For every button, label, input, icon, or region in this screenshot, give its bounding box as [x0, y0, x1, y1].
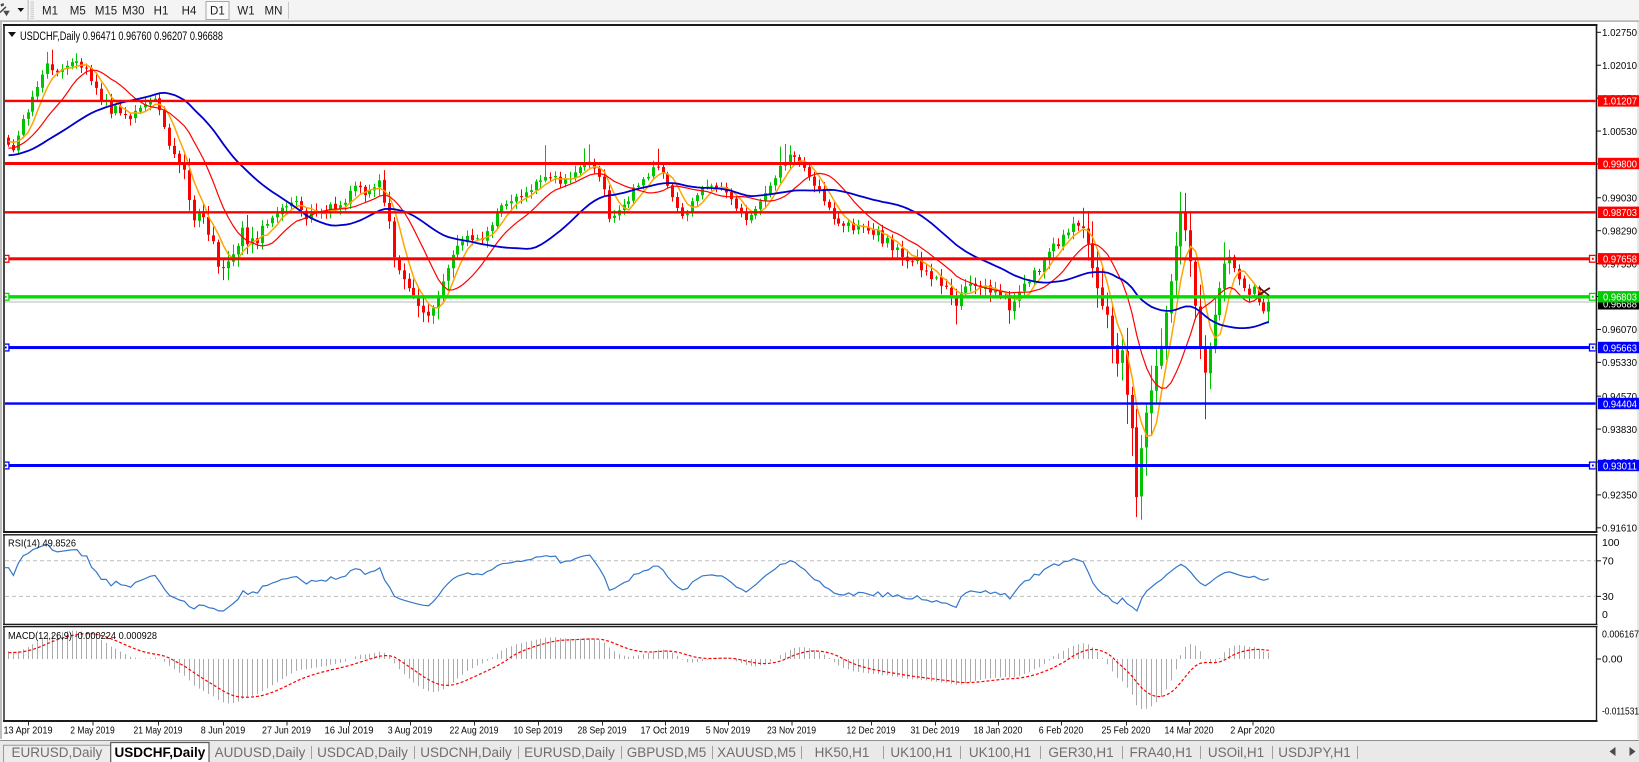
svg-text:USDJPY,H1: USDJPY,H1	[1278, 745, 1351, 760]
svg-text:EURUSD,Daily: EURUSD,Daily	[524, 745, 615, 760]
svg-text:0.98703: 0.98703	[1603, 207, 1637, 219]
svg-text:100: 100	[1602, 537, 1620, 549]
svg-text:UK100,H1: UK100,H1	[969, 745, 1031, 760]
svg-text:27 Jun 2019: 27 Jun 2019	[262, 725, 311, 737]
svg-text:D1: D1	[210, 6, 225, 18]
svg-text:23 Nov 2019: 23 Nov 2019	[767, 725, 816, 737]
svg-text:UK100,H1: UK100,H1	[890, 745, 952, 760]
svg-text:0.95663: 0.95663	[1603, 342, 1637, 354]
svg-text:22 Aug 2019: 22 Aug 2019	[450, 725, 499, 737]
svg-text:25 Feb 2020: 25 Feb 2020	[1102, 725, 1151, 737]
svg-text:0.93011: 0.93011	[1603, 460, 1637, 472]
svg-text:0.99030: 0.99030	[1602, 193, 1637, 205]
svg-text:0.96070: 0.96070	[1602, 324, 1637, 336]
svg-text:USOil,H1: USOil,H1	[1208, 745, 1264, 760]
svg-text:17 Oct 2019: 17 Oct 2019	[641, 725, 690, 737]
svg-text:0.98290: 0.98290	[1602, 226, 1637, 238]
svg-text:M5: M5	[70, 6, 86, 18]
svg-text:M30: M30	[122, 6, 144, 18]
svg-text:EURUSD,Daily: EURUSD,Daily	[11, 745, 102, 760]
svg-text:1.02750: 1.02750	[1602, 27, 1637, 39]
svg-text:28 Sep 2019: 28 Sep 2019	[578, 725, 627, 737]
svg-text:10 Sep 2019: 10 Sep 2019	[514, 725, 563, 737]
svg-text:0.94404: 0.94404	[1603, 398, 1637, 410]
svg-text:18 Jan 2020: 18 Jan 2020	[974, 725, 1023, 737]
svg-text:XAUUSD,M5: XAUUSD,M5	[717, 745, 796, 760]
svg-text:HK50,H1: HK50,H1	[815, 745, 870, 760]
svg-text:70: 70	[1602, 556, 1614, 568]
svg-text:0.95330: 0.95330	[1602, 357, 1637, 369]
svg-text:USDCHF,Daily 0.96471 0.96760: USDCHF,Daily 0.96471 0.96760 0.96207 0.9…	[20, 31, 223, 43]
svg-text:2 May 2019: 2 May 2019	[70, 725, 115, 737]
svg-text:0.99800: 0.99800	[1603, 158, 1637, 170]
svg-text:GER30,H1: GER30,H1	[1048, 745, 1113, 760]
svg-text:6 Feb 2020: 6 Feb 2020	[1039, 725, 1084, 737]
svg-text:0.00: 0.00	[1602, 654, 1623, 666]
svg-text:GBPUSD,M5: GBPUSD,M5	[627, 745, 707, 760]
svg-text:14 Mar 2020: 14 Mar 2020	[1165, 725, 1214, 737]
svg-text:H1: H1	[154, 6, 169, 18]
svg-text:RSI(14) 49.8526: RSI(14) 49.8526	[8, 538, 76, 550]
svg-text:1.02010: 1.02010	[1602, 60, 1637, 72]
svg-text:1.00530: 1.00530	[1602, 126, 1637, 138]
svg-text:-0.011531: -0.011531	[1602, 706, 1639, 718]
svg-text:8 Jun 2019: 8 Jun 2019	[201, 725, 246, 737]
svg-text:USDCHF,Daily: USDCHF,Daily	[114, 745, 205, 760]
svg-text:M15: M15	[95, 6, 117, 18]
svg-text:0.97658: 0.97658	[1603, 254, 1637, 266]
svg-text:USDCNH,Daily: USDCNH,Daily	[420, 745, 512, 760]
svg-text:5 Nov 2019: 5 Nov 2019	[706, 725, 751, 737]
svg-text:M1: M1	[42, 6, 58, 18]
svg-text:0.92350: 0.92350	[1602, 490, 1637, 502]
svg-text:FRA40,H1: FRA40,H1	[1129, 745, 1192, 760]
svg-text:H4: H4	[182, 6, 197, 18]
svg-text:16 Jul 2019: 16 Jul 2019	[325, 725, 374, 737]
svg-text:0: 0	[1602, 609, 1608, 621]
svg-text:30: 30	[1602, 591, 1614, 603]
svg-text:W1: W1	[237, 6, 254, 18]
svg-text:0.006167: 0.006167	[1602, 629, 1639, 641]
svg-text:AUDUSD,Daily: AUDUSD,Daily	[215, 745, 306, 760]
svg-text:2 Apr 2020: 2 Apr 2020	[1230, 725, 1275, 737]
svg-text:0.96803: 0.96803	[1603, 292, 1637, 304]
svg-text:3 Aug 2019: 3 Aug 2019	[388, 725, 433, 737]
svg-text:1.01207: 1.01207	[1603, 96, 1637, 108]
svg-text:13 Apr 2019: 13 Apr 2019	[4, 725, 53, 737]
svg-text:0.91610: 0.91610	[1602, 523, 1637, 535]
svg-text:21 May 2019: 21 May 2019	[134, 725, 183, 737]
svg-text:MN: MN	[265, 6, 283, 18]
svg-text:MACD(12,26,9) -0.000224 0.0009: MACD(12,26,9) -0.000224 0.000928	[8, 630, 157, 642]
svg-text:12 Dec 2019: 12 Dec 2019	[847, 725, 896, 737]
svg-text:0.93830: 0.93830	[1602, 424, 1637, 436]
svg-text:31 Dec 2019: 31 Dec 2019	[911, 725, 960, 737]
svg-text:USDCAD,Daily: USDCAD,Daily	[317, 745, 408, 760]
